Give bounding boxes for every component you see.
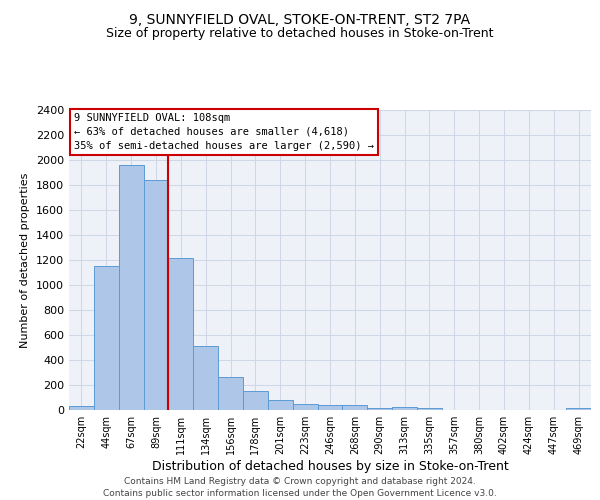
Bar [94,266,119,410]
Bar [143,180,169,410]
Y-axis label: Number of detached properties: Number of detached properties [20,172,31,348]
Bar [169,258,193,410]
Bar [243,390,268,410]
Bar [566,408,591,410]
Bar [119,165,143,410]
X-axis label: Distribution of detached houses by size in Stoke-on-Trent: Distribution of detached houses by size … [152,460,508,473]
Bar [367,408,392,410]
Bar [317,405,343,410]
Text: Contains HM Land Registry data © Crown copyright and database right 2024.
Contai: Contains HM Land Registry data © Crown c… [103,476,497,498]
Text: 9, SUNNYFIELD OVAL, STOKE-ON-TRENT, ST2 7PA: 9, SUNNYFIELD OVAL, STOKE-ON-TRENT, ST2 … [130,12,470,26]
Text: 9 SUNNYFIELD OVAL: 108sqm
← 63% of detached houses are smaller (4,618)
35% of se: 9 SUNNYFIELD OVAL: 108sqm ← 63% of detac… [74,113,374,151]
Bar [343,405,367,410]
Bar [268,400,293,410]
Bar [193,346,218,410]
Bar [218,377,243,410]
Bar [69,406,94,410]
Bar [392,407,417,410]
Bar [417,408,442,410]
Text: Size of property relative to detached houses in Stoke-on-Trent: Size of property relative to detached ho… [106,28,494,40]
Bar [293,404,317,410]
